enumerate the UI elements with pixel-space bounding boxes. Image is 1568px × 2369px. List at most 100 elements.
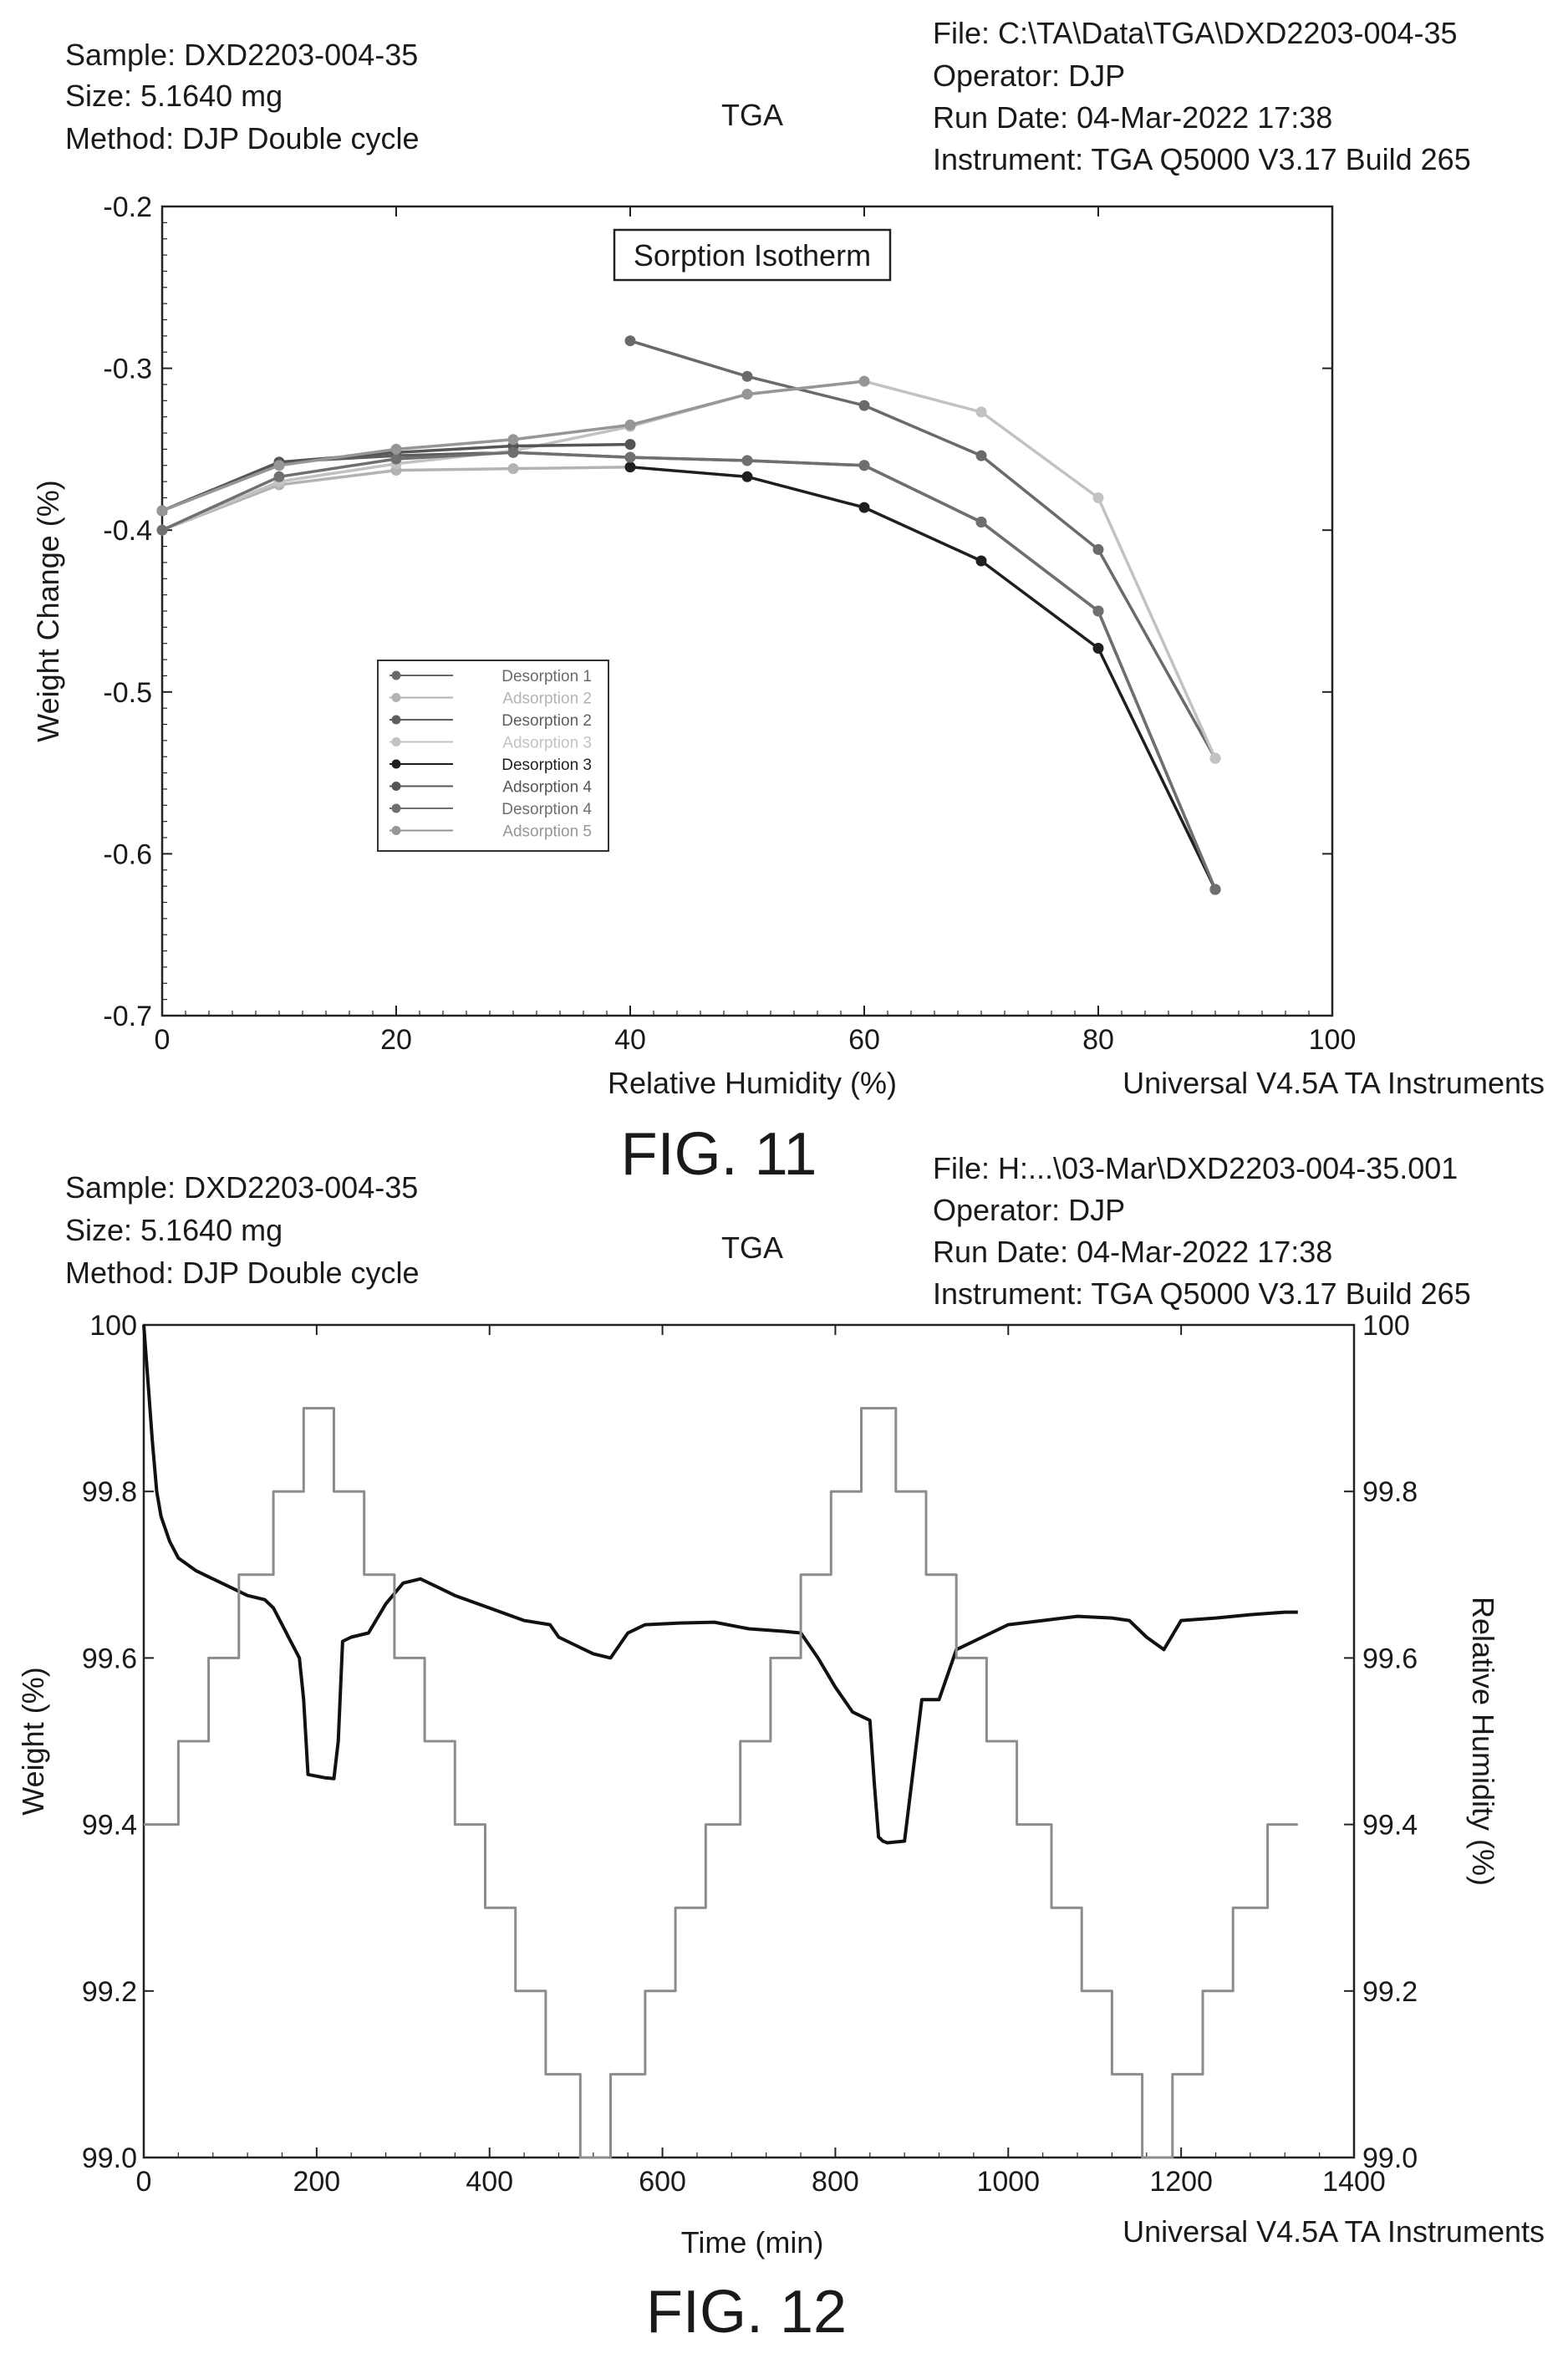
data-point bbox=[975, 555, 987, 567]
legend-item: Adsorption 5 bbox=[389, 823, 592, 841]
legend-label: Adsorption 4 bbox=[502, 779, 592, 797]
x-axis-label: Time (min) bbox=[681, 2225, 824, 2259]
series-line bbox=[629, 465, 1217, 890]
data-point bbox=[975, 517, 987, 528]
y2-tick-label: 99.2 bbox=[1362, 1976, 1418, 2008]
data-point bbox=[858, 400, 870, 411]
y2-tick-label: 100 bbox=[1362, 1310, 1410, 1342]
x-tick-label: 0 bbox=[136, 2166, 152, 2198]
y2-tick-label: 99.4 bbox=[1362, 1810, 1418, 1842]
legend-swatch-marker bbox=[391, 803, 401, 813]
data-point bbox=[156, 505, 168, 517]
y-tick-label: -0.4 bbox=[103, 515, 152, 547]
y-tick-label: 99.8 bbox=[82, 1476, 137, 1508]
legend-label: Desorption 2 bbox=[501, 712, 592, 730]
x-tick-label: 400 bbox=[466, 2166, 513, 2198]
legend-label: Adsorption 5 bbox=[502, 823, 592, 841]
data-point bbox=[858, 375, 870, 387]
legend-label: Adsorption 3 bbox=[502, 735, 592, 752]
data-point bbox=[624, 451, 636, 463]
size-label: Size: 5.1640 mg bbox=[65, 1213, 283, 1247]
data-point bbox=[624, 419, 636, 430]
plot-series bbox=[142, 1324, 1298, 2159]
plot-series bbox=[156, 335, 1221, 895]
legend-item: Desorption 1 bbox=[389, 668, 592, 685]
series-desorption-3 bbox=[624, 461, 1221, 895]
y-tick-label: -0.7 bbox=[103, 1001, 152, 1032]
y2-axis-label: Relative Humidity (%) bbox=[1466, 1597, 1500, 1886]
legend-box bbox=[377, 660, 609, 852]
x-tick-label: 1400 bbox=[1322, 2166, 1386, 2198]
data-point bbox=[741, 471, 753, 482]
data-point bbox=[1209, 884, 1221, 895]
figure-caption: FIG. 12 bbox=[646, 2279, 847, 2346]
legend-item: Adsorption 2 bbox=[389, 690, 592, 708]
y-tick-label: -0.3 bbox=[103, 354, 152, 385]
operator-label: Operator: DJP bbox=[933, 1193, 1125, 1227]
x-tick-label: 100 bbox=[1309, 1024, 1357, 1056]
chart-title-box bbox=[613, 228, 892, 282]
x-tick-label: 600 bbox=[639, 2166, 686, 2198]
legend-swatch-marker bbox=[391, 782, 401, 791]
data-point bbox=[507, 446, 519, 458]
chart-title: Sorption Isotherm bbox=[634, 238, 871, 273]
legend-swatch-marker bbox=[391, 826, 401, 835]
run-date-label: Run Date: 04-Mar-2022 17:38 bbox=[933, 100, 1332, 135]
y-axis-label: Weight Change (%) bbox=[31, 480, 65, 742]
data-point bbox=[1092, 643, 1104, 655]
y2-tick-label: 99.6 bbox=[1362, 1643, 1418, 1674]
x-tick-label: 80 bbox=[1082, 1024, 1114, 1056]
axis-ticks: 0 200 400 600 800 1000 1200 1400 100 99.8 99.6 99.4… bbox=[82, 1310, 1418, 2198]
x-tick-label: 1000 bbox=[976, 2166, 1040, 2198]
legend: Desorption 1 Adsorption 2 Desorption 2 Adso… bbox=[377, 660, 609, 852]
y-axis-label: Weight (%) bbox=[16, 1667, 50, 1815]
legend-swatch-marker bbox=[391, 670, 401, 680]
x-tick-label: 800 bbox=[812, 2166, 859, 2198]
data-point bbox=[390, 453, 402, 465]
method-label: Method: DJP Double cycle bbox=[65, 1256, 420, 1290]
data-point bbox=[975, 450, 987, 461]
y-tick-label: -0.6 bbox=[103, 838, 152, 870]
operator-label: Operator: DJP bbox=[933, 59, 1125, 93]
y-tick-label: 99.2 bbox=[82, 1976, 137, 2008]
footer-label: Universal V4.5A TA Instruments bbox=[1123, 1066, 1545, 1100]
data-point bbox=[624, 335, 636, 347]
legend-label: Desorption 4 bbox=[501, 801, 592, 818]
legend-swatch-marker bbox=[391, 693, 401, 702]
data-point bbox=[624, 439, 636, 451]
data-point bbox=[975, 406, 987, 418]
data-point bbox=[390, 443, 402, 455]
sample-label: Sample: DXD2203-004-35 bbox=[65, 1170, 418, 1205]
instrument-label: Instrument: TGA Q5000 V3.17 Build 265 bbox=[933, 1276, 1471, 1311]
data-point bbox=[741, 455, 753, 466]
y-tick-label: 100 bbox=[89, 1310, 137, 1342]
file-label: File: H:...\03-Mar\DXD2203-004-35.001 bbox=[933, 1151, 1458, 1185]
series-line bbox=[161, 451, 1217, 890]
series-line bbox=[161, 380, 1217, 759]
series-desorption-2 bbox=[156, 446, 1221, 895]
data-point bbox=[1092, 543, 1104, 555]
data-point bbox=[1209, 752, 1221, 764]
series-adsorption-5 bbox=[156, 375, 870, 517]
legend-item: Desorption 2 bbox=[389, 712, 592, 730]
tga-label: TGA bbox=[721, 1230, 783, 1265]
method-label: Method: DJP Double cycle bbox=[65, 121, 420, 155]
data-point bbox=[507, 434, 519, 446]
legend-swatch-marker bbox=[391, 759, 401, 769]
plot-frame bbox=[160, 205, 1334, 1017]
figure-12: Sample: DXD2203-004-35 Size: 5.1640 mg M… bbox=[16, 1151, 1545, 2346]
figure-caption: FIG. 11 bbox=[621, 1121, 817, 1188]
data-point bbox=[858, 502, 870, 513]
y-tick-label: 99.6 bbox=[82, 1643, 137, 1674]
sample-label: Sample: DXD2203-004-35 bbox=[65, 38, 418, 72]
series-line bbox=[629, 339, 1217, 760]
series-relative-humidity-line bbox=[144, 1407, 1298, 2159]
x-tick-label: 40 bbox=[614, 1024, 646, 1056]
series-desorption-1 bbox=[624, 335, 1221, 764]
legend-label: Adsorption 2 bbox=[502, 690, 592, 708]
instrument-label: Instrument: TGA Q5000 V3.17 Build 265 bbox=[933, 142, 1471, 176]
y2-tick-label: 99.8 bbox=[1362, 1476, 1418, 1508]
x-tick-label: 200 bbox=[293, 2166, 340, 2198]
data-point bbox=[507, 463, 519, 475]
x-tick-label: 20 bbox=[380, 1024, 412, 1056]
